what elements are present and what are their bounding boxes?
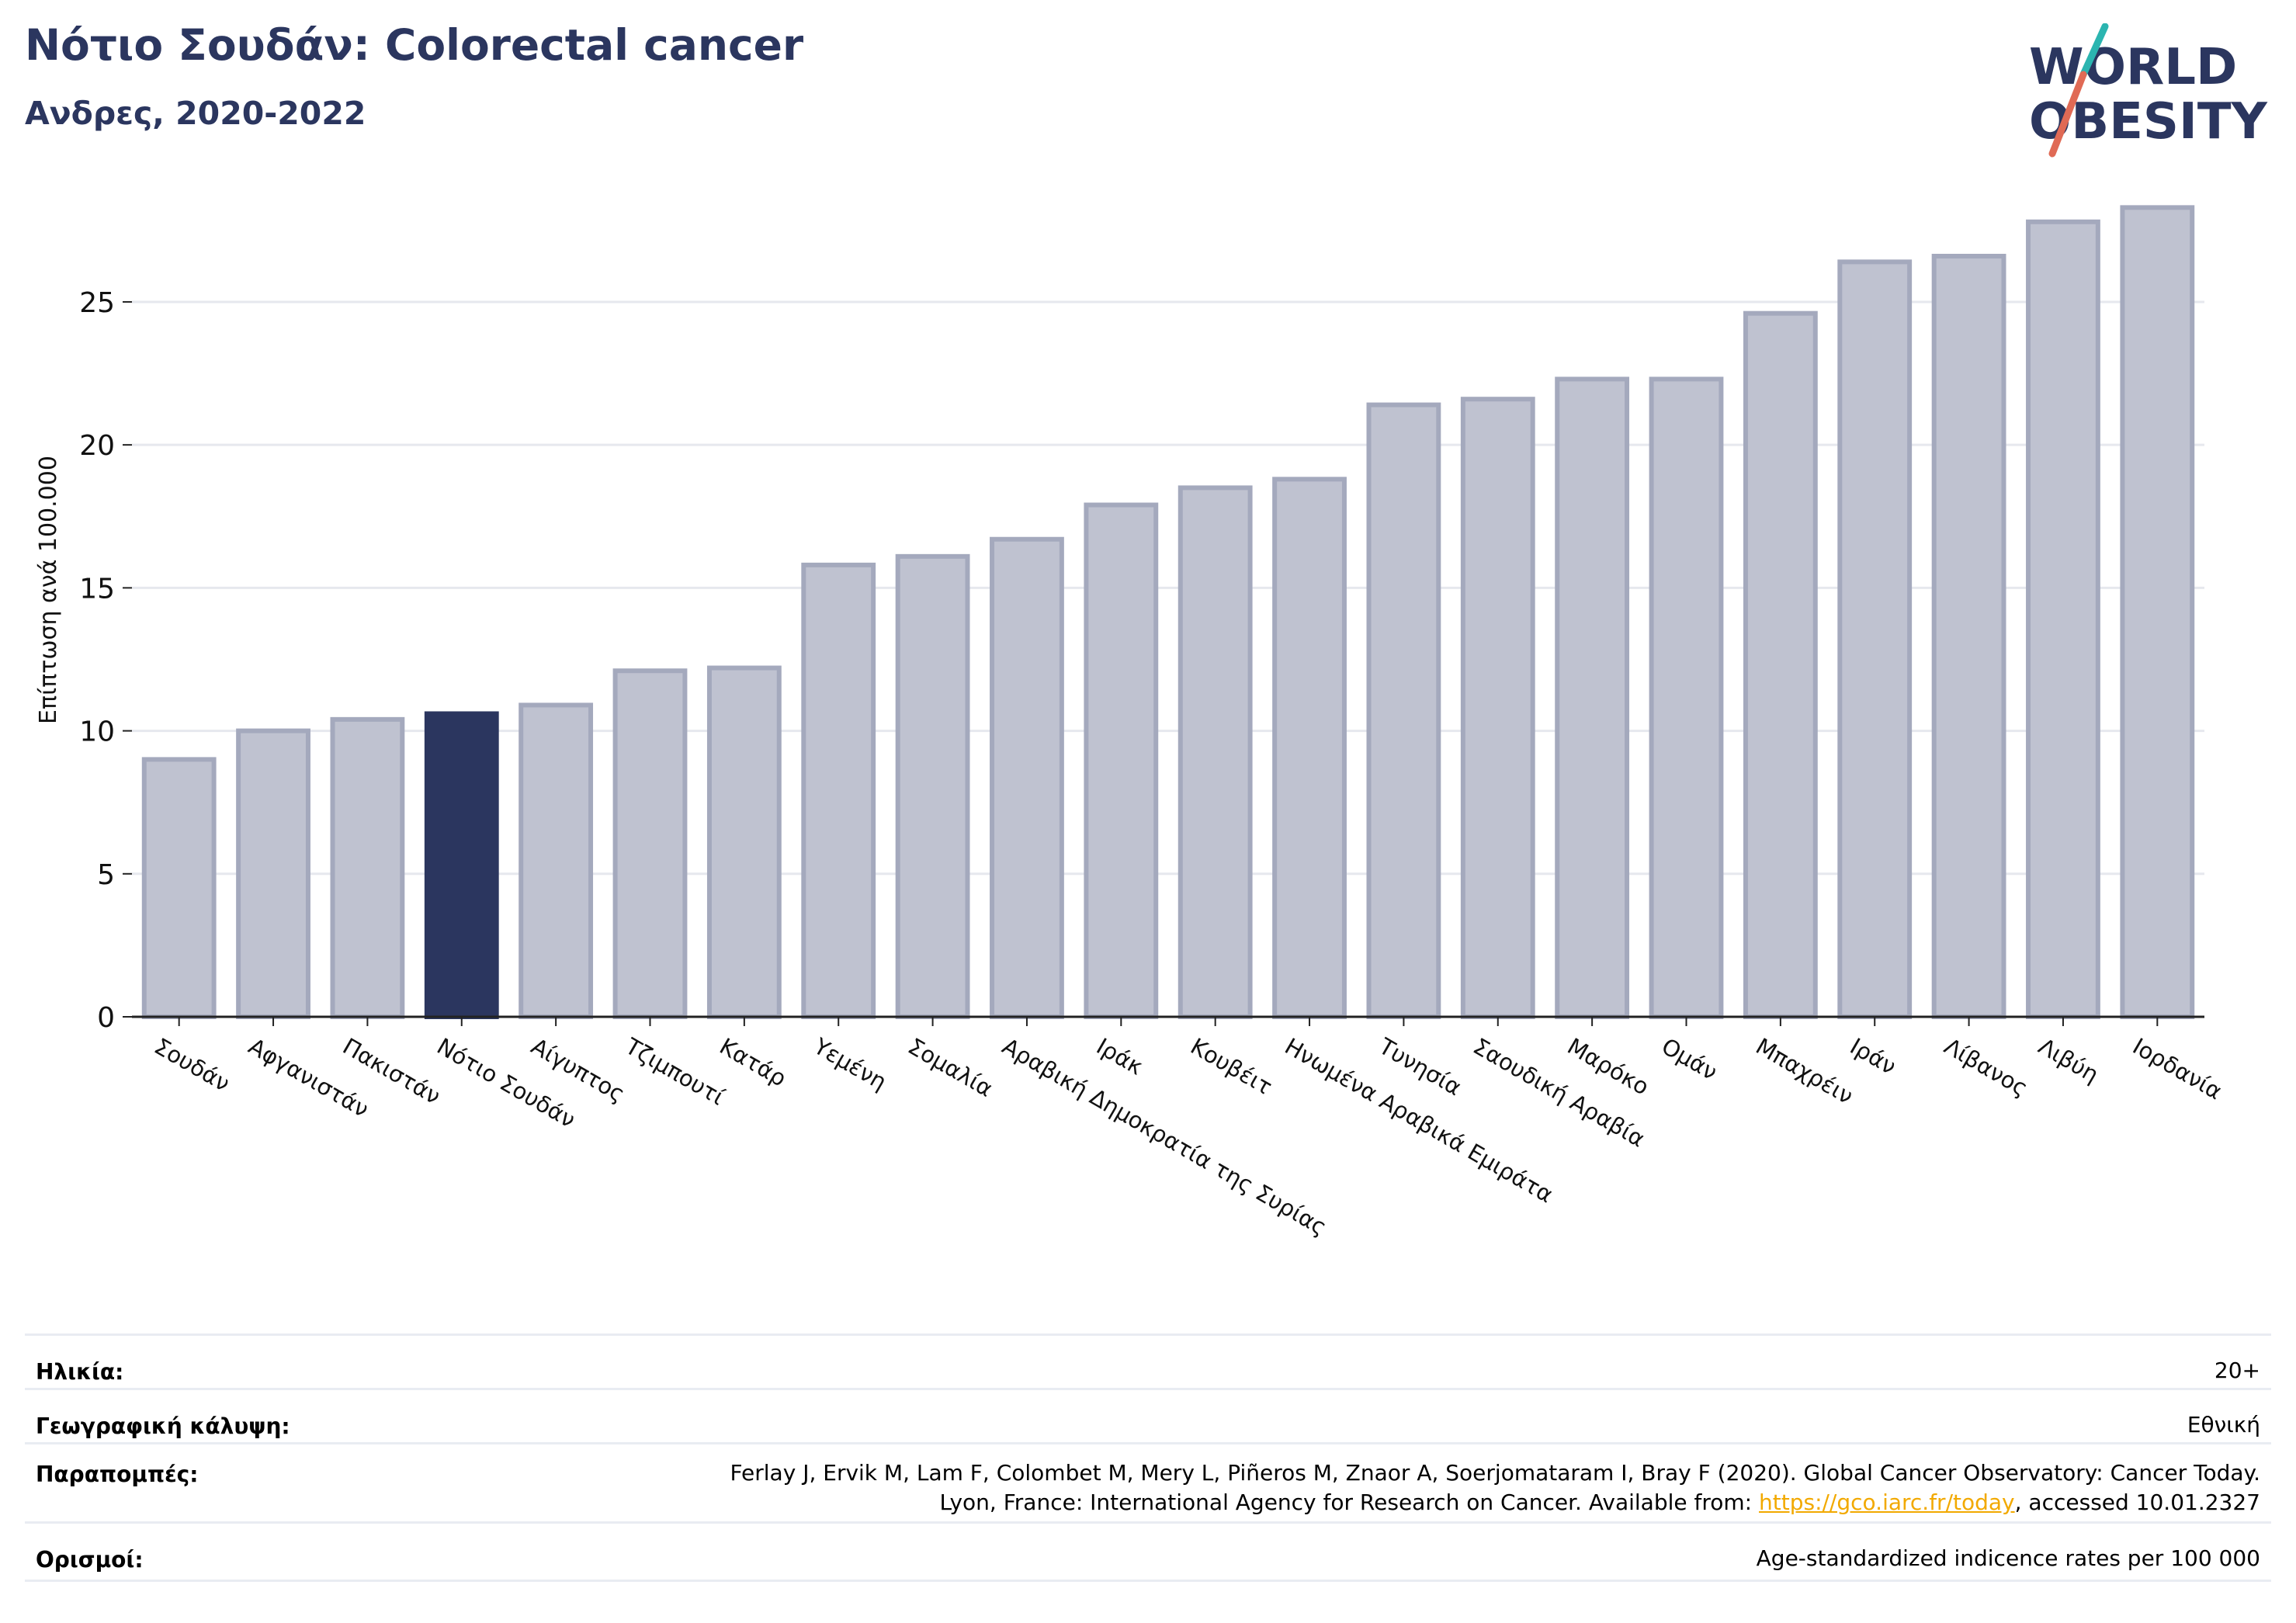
x-tick-label: Λίβανος [1940, 1033, 2032, 1102]
y-tick-label: 0 [97, 1002, 115, 1034]
bar-0 [141, 757, 217, 1020]
info-key-definitions: Ορισμοί: [36, 1547, 144, 1573]
bar-9 [990, 536, 1064, 1019]
bar-7 [801, 562, 876, 1019]
reference-line1: Ferlay J, Ervik M, Lam F, Colombet M, Me… [730, 1460, 2260, 1486]
bar-14 [1460, 397, 1535, 1019]
bar-2 [330, 716, 405, 1019]
logo-slash-red-icon [2048, 71, 2087, 158]
logo-slash-teal-icon [2079, 23, 2109, 78]
bar-10 [1084, 502, 1159, 1019]
bar-6 [706, 665, 782, 1019]
chart-subtitle: Ανδρες, 2020-2022 [25, 95, 366, 132]
chart-title: Νότιο Σουδάν: Colorectal cancer [25, 20, 804, 70]
info-value-definitions: Age-standardized indicence rates per 100… [1756, 1545, 2260, 1571]
bar-13 [1366, 402, 1441, 1019]
bar-15 [1555, 376, 1630, 1019]
info-row-geo: Γεωγραφική κάλυψη: Εθνική [25, 1388, 2271, 1444]
info-row-age: Ηλικία: 20+ [25, 1333, 2271, 1390]
y-axis-label: Επίπτωση ανά 100.000 [35, 456, 62, 724]
y-tick-label: 10 [79, 716, 115, 748]
info-row-references: Παραπομπές: Ferlay J, Ervik M, Lam F, Co… [25, 1442, 2271, 1524]
bar-17 [1743, 310, 1818, 1019]
x-tick-label: Λιβύη [2034, 1033, 2103, 1088]
info-row-definitions: Ορισμοί: Age-standardized indicence rate… [25, 1521, 2271, 1582]
bar-4 [519, 702, 594, 1020]
info-value-age: 20+ [2214, 1358, 2260, 1383]
reference-line2-pre: Lyon, France: International Agency for R… [939, 1489, 1759, 1515]
info-value-references: Ferlay J, Ervik M, Lam F, Colombet M, Me… [730, 1458, 2260, 1517]
x-tick-label: Σαουδική Αραβία [1469, 1033, 1649, 1153]
bar-1 [236, 728, 310, 1019]
info-key-references: Παραπομπές: [36, 1462, 199, 1487]
x-tick-label: Ιορδανία [2128, 1033, 2227, 1105]
x-tick-label: Κουβέιτ [1186, 1033, 1277, 1101]
info-key-age: Ηλικία: [36, 1359, 124, 1385]
bar-18 [1837, 259, 1913, 1019]
bar-12 [1272, 477, 1347, 1019]
bar-21 [2120, 205, 2195, 1019]
bar-19 [1931, 254, 2006, 1019]
world-obesity-logo: WORLD OBESITY [2029, 23, 2267, 158]
x-tick-label: Σουδάν [150, 1033, 234, 1097]
x-tick-label: Υεμένη [809, 1032, 891, 1095]
bars [141, 205, 2195, 1020]
bar-chart: 0 5 10 15 20 25 Σουδάν ΑφγανιστάνΠακιστάνΝότιο… [35, 205, 2227, 1241]
x-tick-label: Αραβική Δημοκρατία της Συρίας [997, 1033, 1331, 1241]
bar-5 [612, 668, 688, 1019]
reference-line2-post: , accessed 10.01.2327 [2014, 1489, 2260, 1515]
info-key-geo: Γεωγραφική κάλυψη: [36, 1413, 290, 1439]
reference-link[interactable]: https://gco.iarc.fr/today [1759, 1489, 2015, 1515]
x-tick-label: Σομαλία [903, 1033, 997, 1102]
y-axis-ticks: 0 5 10 15 20 25 [79, 287, 132, 1034]
bar-11 [1177, 485, 1253, 1019]
x-tick-label: Μπαχρέιν [1751, 1033, 1857, 1110]
x-tick-label: Κατάρ [715, 1033, 791, 1092]
x-tick-label: Ιράκ [1092, 1033, 1148, 1080]
bar-8 [895, 553, 970, 1019]
bar-20 [2026, 219, 2100, 1020]
bar-3 [424, 711, 499, 1019]
y-tick-label: 25 [79, 287, 115, 319]
x-tick-label: Ιράν [1846, 1033, 1901, 1080]
info-value-geo: Εθνική [2187, 1412, 2260, 1437]
y-tick-label: 20 [79, 430, 115, 462]
y-tick-label: 15 [79, 573, 115, 605]
bar-16 [1649, 376, 1724, 1019]
x-tick-label: Τζιμπουτί [620, 1032, 729, 1111]
x-tick-label: Ομάν [1657, 1033, 1722, 1086]
logo-line1: WORLD [2029, 39, 2237, 96]
y-tick-label: 5 [97, 859, 115, 891]
